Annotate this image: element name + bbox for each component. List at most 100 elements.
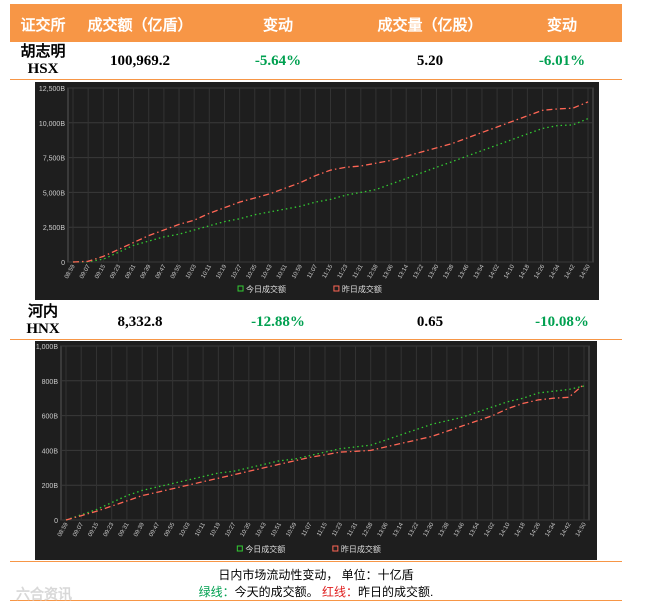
exchange-code: HNX	[26, 321, 60, 337]
col-turnover-change: 变动	[262, 18, 294, 34]
hnx-chart: 0 200B 400B 600B 800B 1,000B 08:59 09:07 09:15 09…	[35, 341, 597, 560]
x-tick-label: 09:39	[140, 263, 153, 280]
x-tick-label: 13:54	[468, 521, 481, 538]
x-tick-label: 09:55	[164, 521, 177, 538]
x-tick-label: 14:34	[549, 263, 562, 280]
x-tick-label: 09:23	[103, 521, 116, 538]
y-tick-label: 5,000B	[43, 190, 66, 197]
volume-change: -6.01%	[538, 53, 586, 69]
x-tick-label: 12:58	[367, 263, 380, 280]
series-yesterday-line	[65, 383, 585, 521]
x-tick-label: 08:59	[57, 521, 70, 538]
row-divider	[10, 600, 622, 601]
x-tick-label: 09:31	[118, 521, 131, 538]
caption-line2: 绿线：今天的成交额。 红线：昨日的成交额.	[10, 583, 622, 600]
x-tick-label: 09:47	[148, 521, 161, 538]
x-tick-label: 10:19	[215, 263, 228, 280]
x-tick-label: 11:23	[337, 263, 350, 279]
volume-change: -10.08%	[535, 314, 589, 330]
x-tick-label: 09:23	[109, 263, 122, 280]
x-tick-label: 14:50	[579, 263, 592, 280]
x-tick-label: 09:15	[87, 521, 100, 538]
x-tick-label: 10:35	[246, 263, 259, 280]
exchange-name-text: 胡志明	[20, 44, 66, 60]
x-tick-label: 11:31	[352, 263, 365, 279]
y-tick-label: 2,500B	[43, 225, 66, 232]
legend-swatch	[333, 285, 340, 292]
red-text: 昨日的成交额.	[358, 585, 434, 599]
legend-swatch	[332, 545, 339, 552]
x-tick-label: 14:50	[575, 521, 588, 538]
x-tick-label: 14:26	[534, 263, 547, 280]
legend-swatch	[237, 285, 244, 292]
x-tick-label: 10:35	[240, 521, 253, 538]
x-tick-label: 13:38	[438, 521, 451, 538]
row-divider	[10, 79, 622, 80]
x-tick-label: 10:27	[231, 263, 244, 280]
col-volume: 成交量（亿股）	[377, 18, 483, 34]
volume-value: 5.20	[416, 53, 444, 69]
x-tick-label: 14:26	[529, 521, 542, 538]
x-tick-label: 09:07	[79, 263, 92, 280]
turnover-value: 100,969.2	[110, 53, 170, 69]
y-tick-label: 200B	[42, 483, 59, 490]
x-tick-label: 09:55	[170, 263, 183, 280]
x-tick-label: 10:51	[276, 263, 289, 280]
table-header: 证交所 成交额（亿盾） 变动 成交量（亿股） 变动	[10, 4, 622, 42]
legend-label: 今日成交额	[246, 284, 286, 294]
turnover-value: 8,332.8	[117, 314, 163, 330]
x-tick-label: 14:18	[518, 263, 531, 280]
caption-line1: 日内市场流动性变动， 单位：十亿盾	[218, 568, 414, 582]
x-tick-label: 13:38	[443, 263, 456, 280]
y-tick-label: 600B	[42, 414, 59, 421]
col-volume-change: 变动	[546, 18, 578, 34]
y-tick-label: 0	[61, 260, 65, 267]
y-tick-label: 0	[54, 518, 58, 525]
row-divider	[10, 339, 622, 340]
legend-label: 今日成交额	[245, 544, 285, 554]
exchange-code: HSX	[27, 61, 59, 77]
x-tick-label: 09:15	[94, 263, 107, 280]
x-tick-label: 10:59	[291, 263, 304, 280]
x-tick-label: 13:14	[392, 521, 405, 538]
x-tick-label: 14:18	[514, 521, 527, 538]
x-tick-label: 09:47	[155, 263, 168, 280]
legend-label: 昨日成交额	[342, 284, 382, 294]
x-tick-label: 14:10	[499, 521, 512, 538]
x-tick-label: 10:43	[261, 263, 274, 280]
exchange-name: 胡志明 HSX	[20, 44, 65, 78]
x-tick-label: 09:31	[125, 263, 138, 280]
row-divider	[10, 561, 622, 562]
x-tick-label: 13:22	[407, 521, 420, 538]
legend-swatch	[236, 545, 243, 552]
x-tick-label: 11:07	[307, 263, 320, 279]
x-tick-label: 09:39	[133, 521, 146, 538]
x-tick-label: 10:43	[255, 521, 268, 538]
x-tick-label: 13:22	[412, 263, 425, 280]
x-tick-label: 11:15	[316, 521, 329, 537]
col-turnover: 成交额（亿盾）	[87, 18, 193, 34]
x-tick-label: 13:14	[397, 263, 410, 280]
x-tick-label: 09:07	[72, 521, 85, 538]
green-label: 绿线：	[198, 585, 235, 599]
x-tick-label: 12:58	[362, 521, 375, 538]
x-tick-label: 11:15	[322, 263, 335, 279]
x-tick-label: 11:07	[301, 521, 314, 537]
x-tick-label: 14:02	[488, 263, 501, 280]
x-tick-label: 10:51	[270, 521, 283, 538]
series-today-line	[72, 118, 589, 263]
watermark-logo: 六合资讯	[16, 586, 72, 602]
col-exchange: 证交所	[20, 18, 66, 34]
x-tick-label: 10:03	[179, 521, 192, 538]
x-tick-label: 14:34	[545, 521, 558, 538]
y-tick-label: 7,500B	[43, 156, 66, 163]
volume-value: 0.65	[416, 314, 444, 330]
turnover-change: -5.64%	[254, 53, 302, 69]
x-tick-label: 10:19	[209, 521, 222, 538]
x-tick-label: 10:27	[225, 521, 238, 538]
exchange-name: 河内 HNX	[26, 304, 59, 338]
table-row-hsx: 胡志明 HSX 100,969.2 -5.64% 5.20 -6.01%	[10, 43, 622, 79]
x-tick-label: 14:02	[484, 521, 497, 538]
